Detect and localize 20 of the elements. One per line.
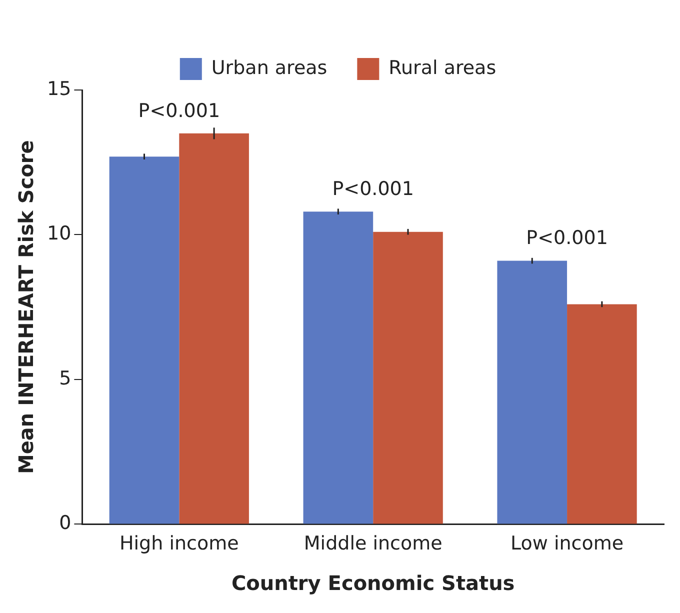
bar [373, 232, 443, 524]
bar [179, 133, 249, 524]
legend-label: Rural areas [388, 56, 496, 79]
bar [567, 304, 637, 524]
legend-label: Urban areas [211, 56, 328, 79]
bar [303, 212, 374, 524]
y-tick-label: 0 [59, 512, 72, 534]
bar [109, 156, 180, 524]
x-tick-label: Low income [510, 532, 624, 555]
x-tick-label: Middle income [304, 532, 442, 555]
y-tick-label: 15 [46, 78, 72, 100]
annotation: P<0.001 [138, 100, 220, 122]
y-tick-label: 10 [46, 222, 72, 245]
bar [497, 260, 568, 524]
annotation: P<0.001 [332, 178, 414, 200]
y-axis-title: Mean INTERHEART Risk Score [14, 140, 38, 474]
x-axis-title: Country Economic Status [231, 571, 515, 596]
x-tick-label: High income [119, 532, 239, 555]
y-tick-label: 5 [59, 367, 72, 390]
annotation: P<0.001 [526, 227, 608, 250]
